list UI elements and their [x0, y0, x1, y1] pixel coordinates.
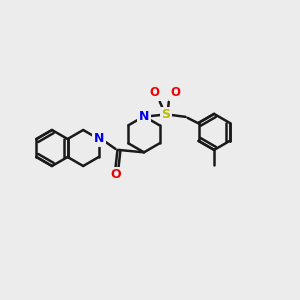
- Text: S: S: [161, 108, 170, 121]
- Text: O: O: [150, 86, 160, 99]
- Text: O: O: [171, 86, 181, 99]
- Text: N: N: [139, 110, 149, 123]
- Text: N: N: [94, 133, 104, 146]
- Text: O: O: [110, 168, 121, 181]
